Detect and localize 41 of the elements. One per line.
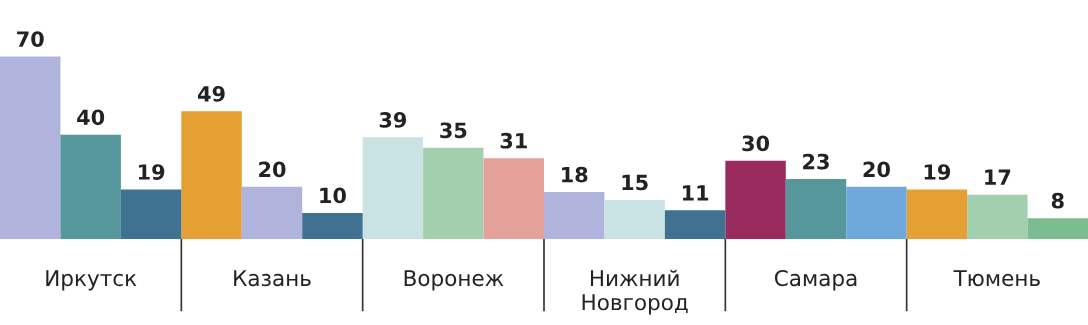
bar: [604, 199, 665, 239]
data-label: 20: [863, 161, 890, 178]
bar: [906, 189, 968, 239]
data-label: 31: [500, 132, 527, 149]
data-label: 40: [77, 109, 105, 126]
bar: [967, 194, 1028, 239]
data-label: 23: [803, 153, 829, 170]
data-label: 18: [562, 166, 588, 183]
bar: [664, 210, 726, 239]
data-label: 17: [985, 169, 1011, 185]
x-tick-label: Нижний Новгород: [582, 269, 688, 315]
data-label: 49: [198, 85, 225, 102]
bar: [302, 212, 363, 239]
data-label: 11: [682, 185, 709, 201]
data-label: 15: [622, 174, 648, 191]
data-label: 8: [1051, 192, 1064, 209]
data-label: 70: [17, 31, 44, 47]
bar: [181, 111, 242, 239]
data-label: 39: [379, 112, 407, 128]
bar: [120, 189, 182, 239]
bar: [1027, 218, 1088, 239]
x-tick-label: Воронеж: [404, 270, 504, 291]
x-tick-label: Казань: [234, 270, 311, 287]
bar: [846, 186, 907, 239]
data-label: 35: [440, 122, 467, 139]
bar: [362, 137, 424, 239]
bar: [725, 160, 786, 239]
data-label: 10: [320, 187, 346, 204]
bar: [785, 179, 847, 239]
x-tick-label: Самара: [774, 269, 857, 291]
x-tick-label: Тюмень: [953, 270, 1040, 287]
data-label: 30: [742, 135, 770, 152]
data-label: 20: [259, 161, 286, 178]
bar: [60, 134, 121, 239]
bar: [0, 56, 61, 239]
bar: [483, 158, 544, 239]
data-label: 19: [138, 164, 165, 180]
bar: [544, 192, 605, 239]
x-tick-label: Иркутск: [46, 270, 137, 291]
data-label: 19: [924, 164, 951, 180]
bar: [423, 147, 484, 239]
